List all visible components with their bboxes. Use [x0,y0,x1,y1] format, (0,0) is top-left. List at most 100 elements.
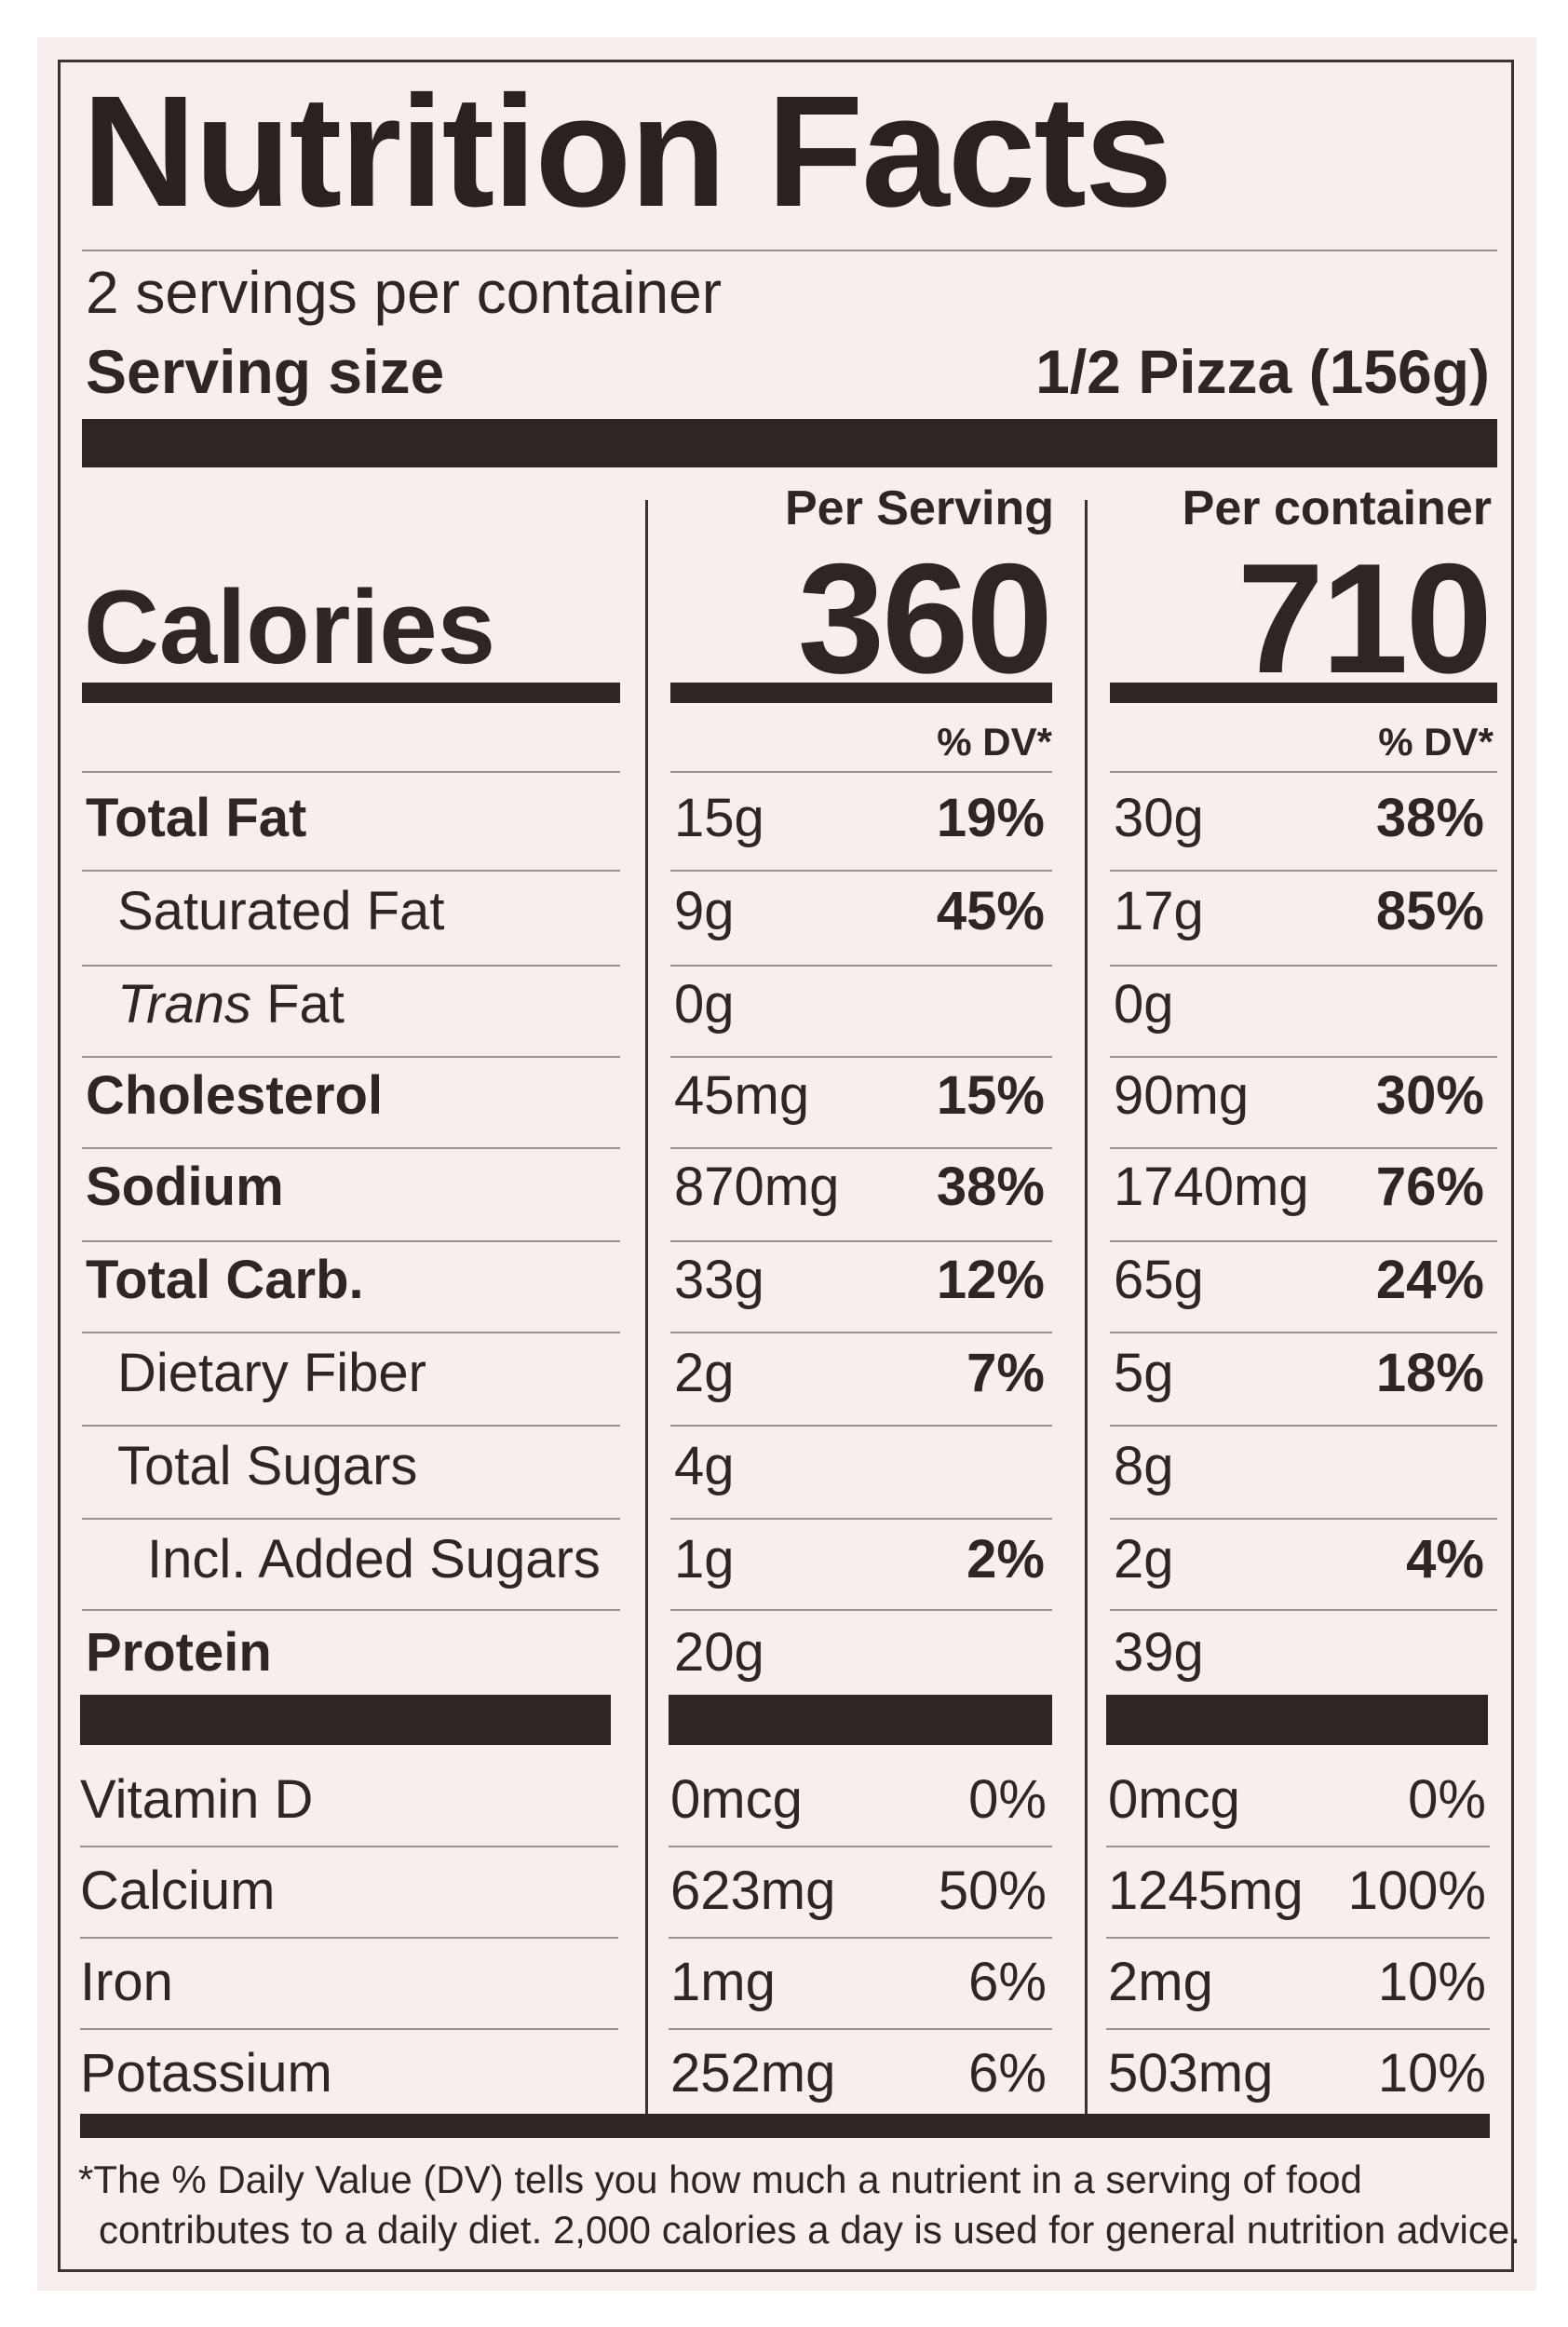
vitamin-divider [1106,2028,1490,2030]
vitamin-c1-dv: 50% [938,1860,1047,1921]
row-divider [670,1056,1052,1058]
vitamin-c1-amount: 252mg [670,2043,836,2104]
nutrient-c1-dv: 2% [966,1529,1045,1590]
column-divider-1 [645,500,648,2120]
row-divider [670,771,1052,773]
label-title: Nutrition Facts [82,63,1172,240]
nutrient-label: Protein [86,1622,272,1683]
row-divider [1110,870,1497,872]
vitamin-c2-dv: 10% [1377,1952,1486,2012]
col1-calories: 360 [797,531,1053,706]
row-divider [1110,1332,1497,1333]
row-divider [1110,965,1497,967]
nutrient-c1-amount: 2g [674,1343,735,1403]
calories-label: Calories [84,569,495,685]
vitamin-label: Iron [80,1952,173,2012]
row-divider [670,1147,1052,1149]
nutrient-c1-dv: 7% [966,1343,1045,1403]
col2-header: Per container [1182,481,1492,535]
row-divider [82,965,620,967]
row-divider [670,1609,1052,1611]
nutrient-c1-amount: 870mg [674,1157,840,1217]
nutrient-label: Saturated Fat [117,881,445,941]
vitamin-c2-amount: 503mg [1108,2043,1274,2104]
nutrient-c1-amount: 15g [674,788,764,848]
vitamin-c2-amount: 1245mg [1108,1860,1304,1921]
calories-bar-col1 [670,683,1052,703]
nutrient-c2-dv: 76% [1375,1157,1484,1217]
footnote-line-1: *The % Daily Value (DV) tells you how mu… [78,2158,1362,2201]
row-divider [82,870,620,872]
nutrient-label: Total Carb. [86,1250,364,1310]
nutrient-label: Trans Fat [117,978,345,1032]
vitamin-label: Calcium [80,1860,276,1921]
nutrient-label: Total Sugars [117,1436,418,1496]
nutrient-label-rest: Fat [250,974,345,1035]
row-divider [670,965,1052,967]
vitamin-divider [80,1937,618,1939]
nutrient-label: Total Fat [86,788,307,848]
row-divider [1110,771,1497,773]
nutrient-c1-amount: 4g [674,1436,735,1496]
serving-size-value: 1/2 Pizza (156g) [1035,337,1490,406]
row-divider [82,1147,620,1149]
vitamin-c2-dv: 100% [1347,1860,1486,1921]
col2-dv-header: % DV* [1378,720,1494,764]
column-divider-2 [1085,500,1088,2120]
nutrient-c1-dv: 15% [936,1065,1045,1126]
nutrient-c2-amount: 65g [1114,1250,1204,1310]
vitamin-c2-amount: 2mg [1108,1952,1213,2012]
row-divider [1110,1518,1497,1520]
nutrient-c1-amount: 0g [674,974,735,1035]
row-divider [82,1240,620,1242]
row-divider [82,1518,620,1520]
row-divider [82,1425,620,1427]
vitamin-c2-dv: 10% [1377,2043,1486,2104]
col1-header: Per Serving [784,481,1054,535]
vitamin-divider [669,2028,1052,2030]
nutrient-label: Dietary Fiber [117,1343,426,1403]
nutrient-c1-amount: 33g [674,1250,764,1310]
col1-dv-header: % DV* [937,720,1052,764]
row-divider [1110,1240,1497,1242]
row-divider [670,1332,1052,1333]
nutrient-c2-amount: 17g [1114,881,1204,941]
protein-bar-col2 [1106,1695,1488,1745]
row-divider [1110,1609,1497,1611]
nutrient-c2-amount: 8g [1114,1436,1174,1496]
vitamin-divider [1106,1937,1490,1939]
vitamin-c1-amount: 1mg [670,1952,776,2012]
serving-thick-bar [82,419,1497,467]
vitamin-c2-dv: 0% [1408,1769,1486,1830]
title-divider [82,250,1497,251]
nutrient-c2-dv: 30% [1375,1065,1484,1126]
row-divider [82,1332,620,1333]
nutrient-c1-amount: 1g [674,1529,735,1590]
row-divider [670,1425,1052,1427]
nutrient-c1-dv: 38% [936,1157,1045,1217]
row-divider [670,870,1052,872]
vitamin-divider [669,1937,1052,1939]
serving-size-label: Serving size [86,337,445,406]
row-divider [1110,1147,1497,1149]
nutrient-c1-amount: 45mg [674,1065,810,1126]
row-divider [82,771,620,773]
nutrient-c2-dv: 38% [1375,788,1484,848]
nutrient-label-italic: Trans [117,974,251,1035]
row-divider [82,1056,620,1058]
row-divider [670,1240,1052,1242]
row-divider [1110,1056,1497,1058]
nutrient-c1-dv: 45% [936,881,1045,941]
vitamin-c2-amount: 0mcg [1108,1769,1240,1830]
nutrient-c2-amount: 1740mg [1114,1157,1309,1217]
nutrient-label: Incl. Added Sugars [147,1529,601,1590]
vitamin-label: Potassium [80,2043,332,2104]
protein-bar-label [80,1695,611,1745]
calories-bar-col2 [1110,683,1497,703]
row-divider [670,1518,1052,1520]
calories-bar-label [82,683,620,703]
nutrient-label: Cholesterol [86,1065,384,1126]
protein-bar-col1 [669,1695,1052,1745]
vitamin-label: Vitamin D [80,1769,314,1830]
footer-thick-bar [80,2114,1490,2138]
